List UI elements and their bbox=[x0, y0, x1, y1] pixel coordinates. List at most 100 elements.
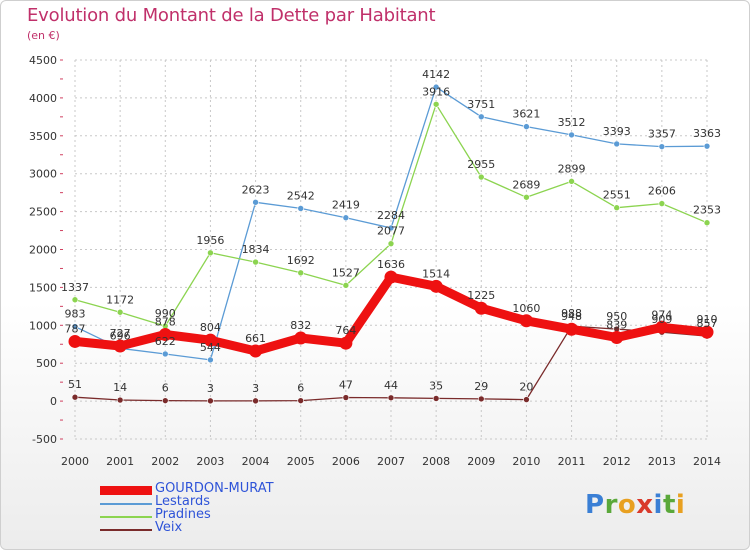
data-point-gourdon-murat bbox=[203, 333, 217, 347]
data-point-veix bbox=[387, 394, 395, 402]
data-label-lestards: 696 bbox=[110, 329, 131, 342]
data-label-lestards: 544 bbox=[200, 341, 221, 354]
data-point-lestards bbox=[71, 323, 79, 330]
data-label-veix: 20 bbox=[519, 381, 533, 394]
data-label-gourdon-murat: 787 bbox=[65, 322, 86, 335]
data-point-veix bbox=[523, 396, 530, 403]
legend-swatch-pradines bbox=[100, 516, 152, 518]
data-point-gourdon-murat bbox=[384, 270, 398, 284]
x-tick-label: 2002 bbox=[151, 455, 179, 468]
data-point-veix bbox=[477, 395, 485, 403]
data-point-gourdon-murat bbox=[339, 336, 353, 350]
data-label-gourdon-murat: 1060 bbox=[512, 302, 540, 315]
data-label-lestards: 2419 bbox=[332, 199, 360, 212]
data-label-pradines: 2551 bbox=[603, 189, 631, 202]
y-tick-label: 1000 bbox=[29, 319, 57, 332]
data-point-lestards bbox=[432, 83, 440, 91]
data-point-veix bbox=[116, 396, 124, 404]
data-point-veix bbox=[432, 395, 440, 402]
data-point-gourdon-murat bbox=[429, 279, 443, 293]
data-point-lestards bbox=[477, 113, 485, 121]
data-label-gourdon-murat: 910 bbox=[697, 313, 718, 326]
data-label-lestards: 622 bbox=[155, 335, 176, 348]
data-label-pradines: 2353 bbox=[693, 204, 721, 217]
data-point-lestards bbox=[523, 123, 530, 130]
y-tick-label: 3000 bbox=[29, 168, 57, 181]
data-label-lestards: 3357 bbox=[648, 128, 676, 141]
logo-letter: x bbox=[636, 490, 654, 520]
data-label-gourdon-murat: 764 bbox=[335, 324, 356, 337]
x-tick-label: 2014 bbox=[693, 455, 721, 468]
x-tick-label: 2008 bbox=[422, 455, 450, 468]
data-label-veix: 3 bbox=[207, 382, 214, 395]
x-tick-label: 2006 bbox=[332, 455, 360, 468]
data-label-gourdon-murat: 974 bbox=[651, 308, 672, 321]
data-point-gourdon-murat bbox=[519, 314, 533, 328]
data-point-lestards bbox=[568, 131, 575, 139]
data-label-gourdon-murat: 839 bbox=[606, 319, 627, 332]
data-point-lestards bbox=[387, 224, 395, 232]
data-point-gourdon-murat bbox=[474, 301, 488, 315]
x-tick-label: 2000 bbox=[61, 455, 89, 468]
chart-title: Evolution du Montant de la Dette par Hab… bbox=[27, 5, 436, 26]
data-label-pradines: 2077 bbox=[377, 225, 405, 238]
data-label-gourdon-murat: 948 bbox=[561, 310, 582, 323]
data-point-pradines bbox=[477, 173, 485, 181]
y-tick-label: 2500 bbox=[29, 206, 57, 219]
x-tick-label: 2007 bbox=[377, 455, 405, 468]
data-point-lestards bbox=[207, 356, 214, 364]
data-point-gourdon-murat bbox=[113, 339, 127, 353]
unit-label: (en €) bbox=[27, 29, 60, 42]
data-label-lestards: 983 bbox=[65, 308, 86, 321]
data-label-lestards: 3393 bbox=[603, 125, 631, 138]
legend-label-lestards: Lestards bbox=[155, 494, 210, 509]
data-label-veix: 3 bbox=[252, 382, 259, 395]
x-tick-label: 2001 bbox=[106, 455, 134, 468]
y-tick-label: 4000 bbox=[29, 92, 57, 105]
data-label-veix: 47 bbox=[339, 379, 353, 392]
data-point-pradines bbox=[116, 308, 124, 316]
data-point-gourdon-murat bbox=[610, 331, 624, 345]
y-tick-label: 1500 bbox=[29, 281, 57, 294]
data-label-lestards: 3621 bbox=[512, 108, 540, 121]
data-point-lestards bbox=[658, 143, 666, 150]
data-label-pradines: 2606 bbox=[648, 185, 676, 198]
data-point-gourdon-murat bbox=[700, 325, 714, 339]
data-point-pradines bbox=[523, 193, 530, 201]
data-label-gourdon-murat: 1514 bbox=[422, 267, 450, 280]
data-point-pradines bbox=[387, 240, 395, 247]
data-label-gourdon-murat: 804 bbox=[200, 321, 221, 334]
x-tick-label: 2010 bbox=[512, 455, 540, 468]
data-point-gourdon-murat bbox=[68, 334, 82, 348]
data-label-gourdon-murat: 832 bbox=[290, 319, 311, 332]
x-tick-label: 2009 bbox=[467, 455, 495, 468]
data-point-lestards bbox=[342, 214, 350, 222]
data-point-pradines bbox=[568, 178, 575, 185]
data-label-veix: 6 bbox=[297, 382, 304, 395]
data-point-veix bbox=[252, 397, 259, 405]
logo-letter: o bbox=[617, 490, 637, 520]
data-label-veix: 909 bbox=[651, 313, 672, 326]
data-label-lestards: 2542 bbox=[287, 189, 315, 202]
data-label-lestards: 2623 bbox=[242, 183, 270, 196]
legend-label-veix: Veix bbox=[155, 520, 183, 535]
data-point-veix bbox=[342, 394, 350, 401]
data-label-lestards: 3512 bbox=[558, 116, 586, 129]
data-point-pradines bbox=[342, 282, 350, 289]
data-label-gourdon-murat: 727 bbox=[110, 327, 131, 340]
y-tick-label: 4500 bbox=[29, 54, 57, 67]
legend-swatch-lestards bbox=[100, 503, 152, 505]
data-point-pradines bbox=[613, 204, 621, 212]
logo-letter: P bbox=[585, 490, 605, 520]
data-point-veix bbox=[161, 397, 169, 404]
data-label-veix: 14 bbox=[113, 381, 127, 394]
data-label-veix: 35 bbox=[429, 379, 443, 392]
x-tick-label: 2013 bbox=[648, 455, 676, 468]
data-label-veix: 51 bbox=[68, 378, 82, 391]
legend-swatch-gourdon-murat bbox=[100, 486, 152, 495]
data-label-pradines: 2689 bbox=[512, 178, 540, 191]
data-point-lestards bbox=[252, 198, 259, 206]
data-point-gourdon-murat bbox=[294, 331, 308, 345]
